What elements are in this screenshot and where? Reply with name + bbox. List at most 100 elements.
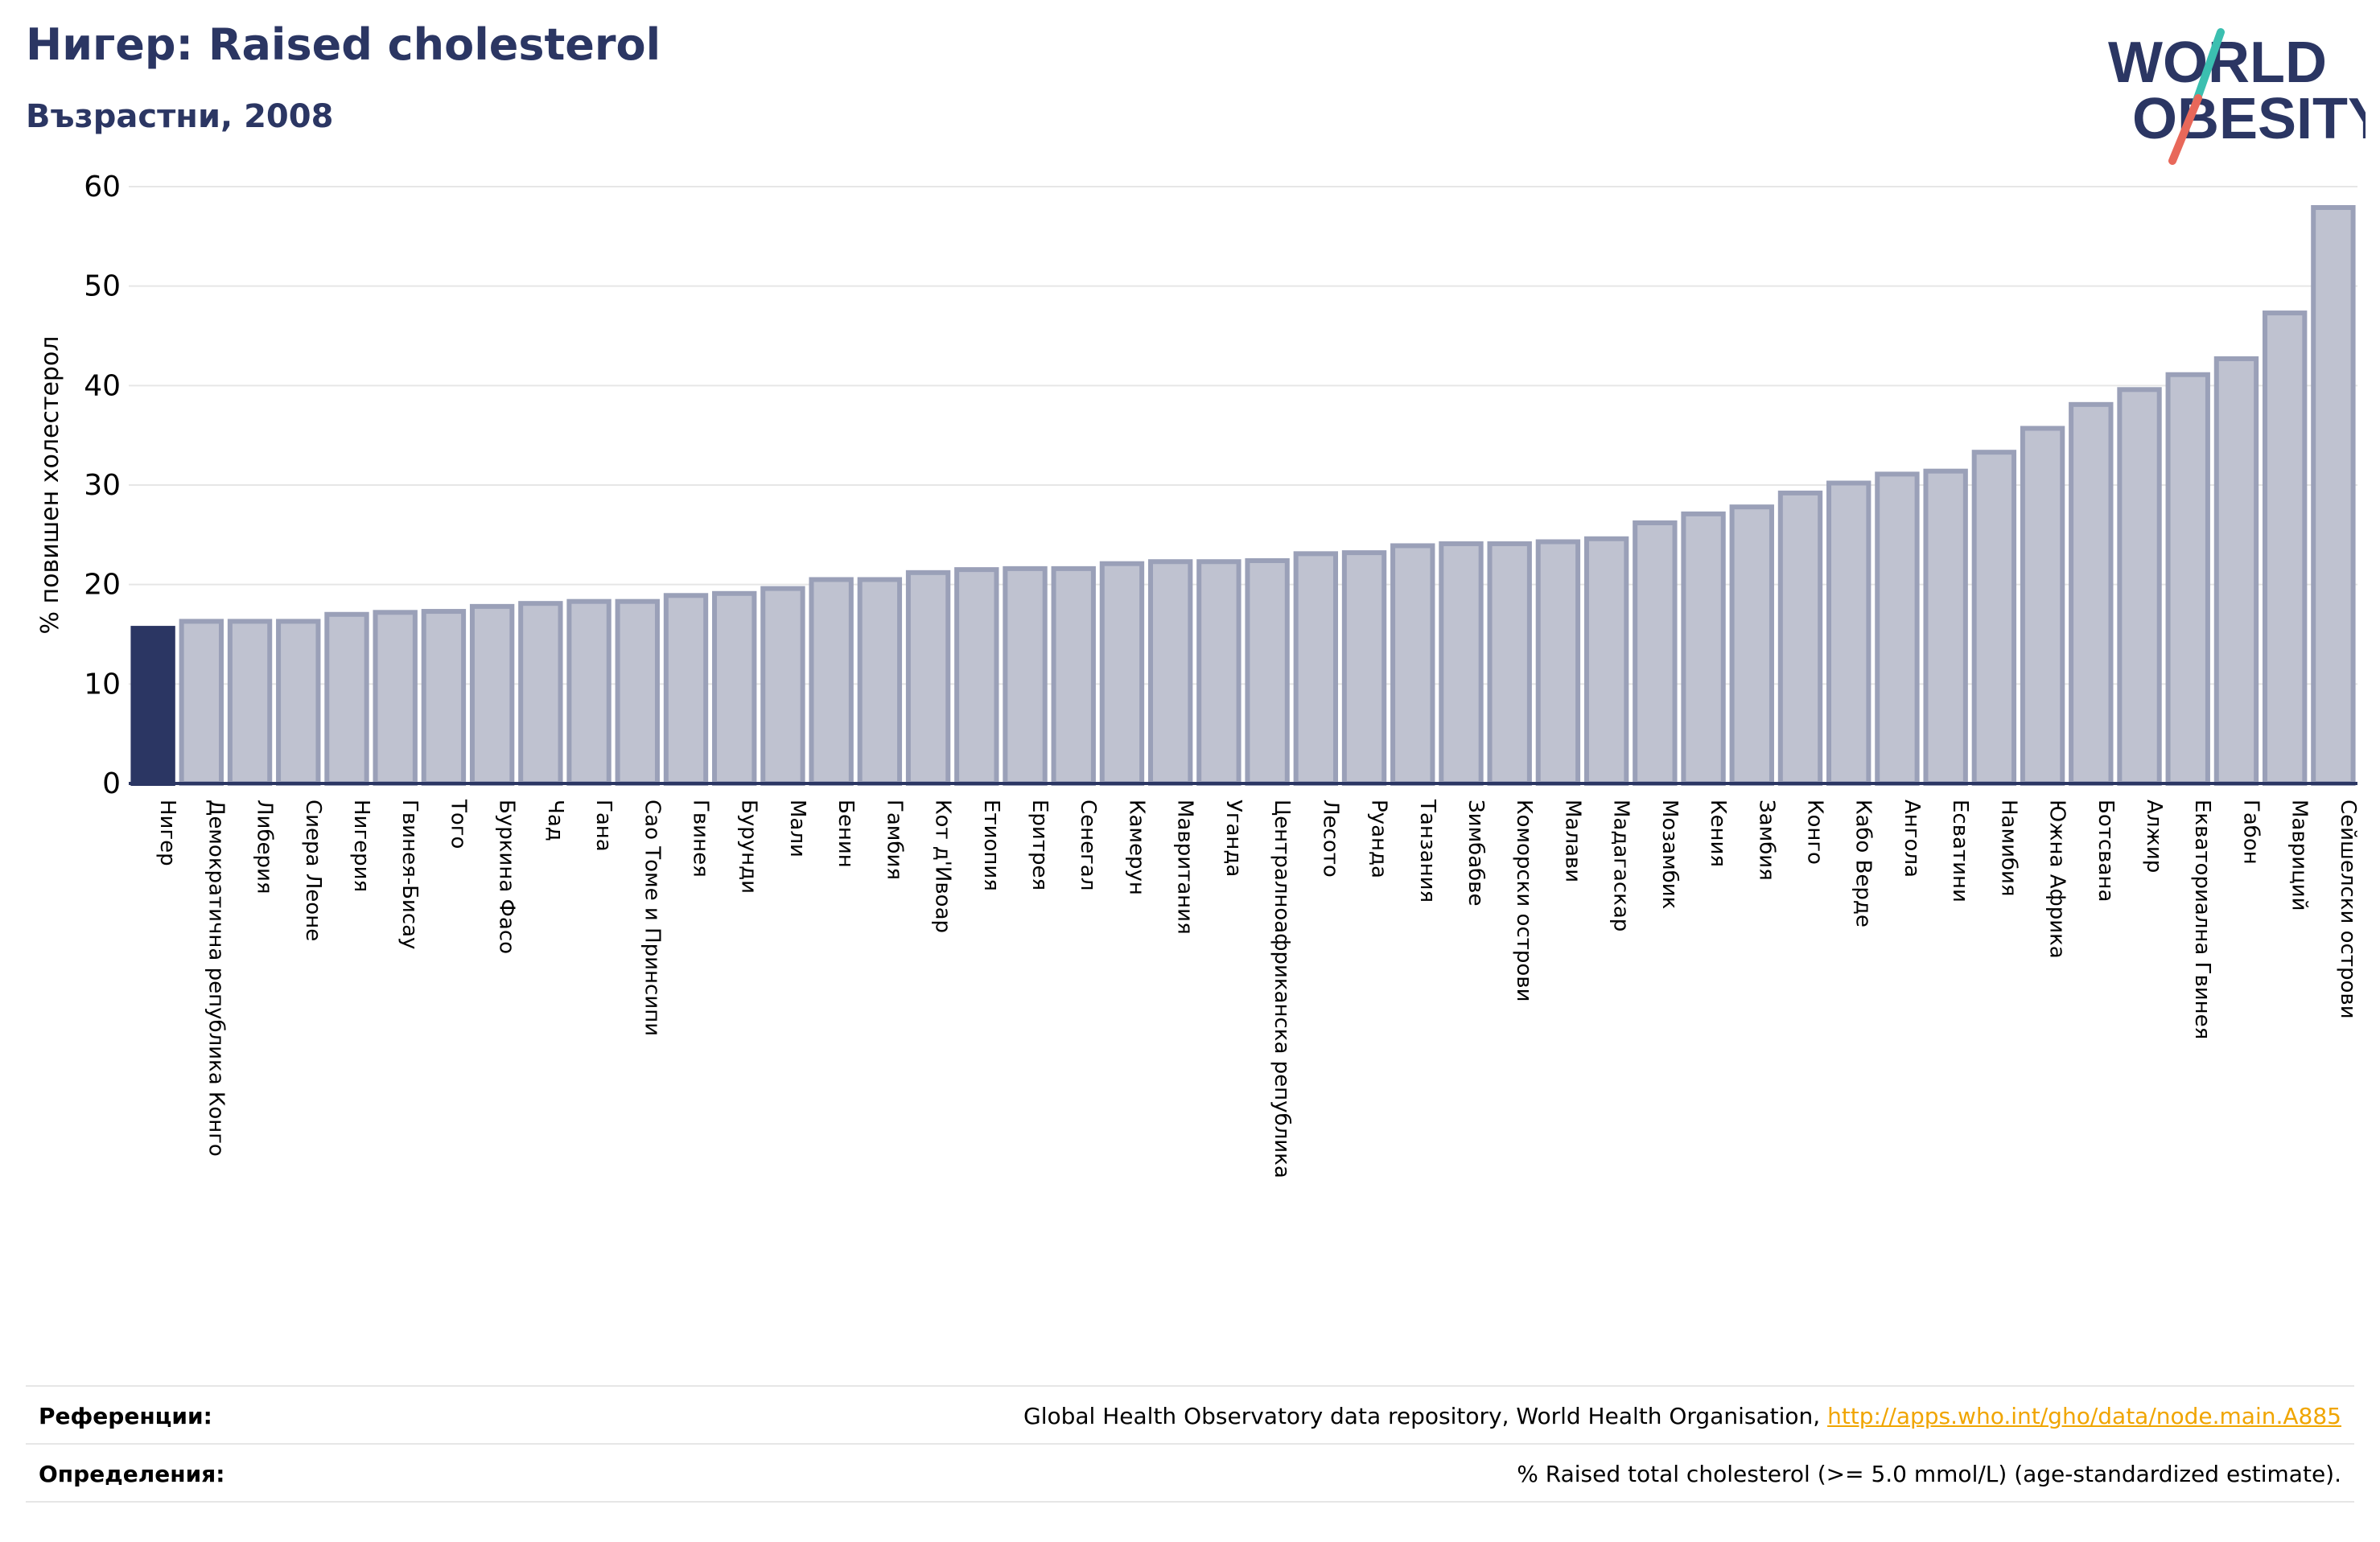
x-tick-label: Мали	[785, 800, 809, 857]
bar	[760, 586, 805, 787]
x-tick-label: Алжир	[2142, 800, 2166, 873]
bar	[1245, 557, 1290, 787]
references-text: Global Health Observatory data repositor…	[1023, 1403, 1828, 1429]
definitions-label: Определения:	[39, 1461, 225, 1487]
x-tick-label: Мавритания	[1173, 800, 1197, 935]
x-tick-label: Габон	[2238, 800, 2263, 865]
bar	[324, 611, 369, 786]
bar	[1196, 559, 1241, 786]
definitions-row: Определения: % Raised total cholesterol …	[26, 1443, 2354, 1501]
y-tick-label: 40	[84, 369, 121, 402]
x-tick-label: Малави	[1560, 800, 1584, 882]
logo-slash-red	[2168, 94, 2202, 165]
x-tick-label: Ботсвана	[2094, 800, 2118, 902]
x-tick-label: Руанда	[1367, 800, 1391, 878]
x-tick-label: Уганда	[1221, 800, 1246, 877]
bar	[227, 619, 273, 786]
x-tick-label: Кабо Верде	[1851, 800, 1876, 927]
bar	[566, 598, 611, 786]
bar	[2311, 204, 2356, 787]
x-tick-label: Либерия	[253, 800, 277, 894]
references-link[interactable]: http://apps.who.int/gho/data/node.main.A…	[1827, 1403, 2341, 1429]
x-tick-label: Коморски острови	[1512, 800, 1536, 1002]
footer-divider	[26, 1501, 2354, 1503]
x-tick-label: Сиера Леоне	[301, 800, 325, 941]
x-tick-label: Зимбабве	[1464, 800, 1488, 907]
bar	[1003, 565, 1048, 786]
y-tick-label: 50	[84, 270, 121, 303]
y-tick-label: 20	[84, 569, 121, 602]
x-tick-label: Кот д'Ивоар	[931, 800, 955, 933]
bar	[1390, 543, 1435, 786]
bar	[2020, 426, 2065, 786]
y-axis-label: % повишен холестерол	[36, 336, 64, 635]
bar	[469, 603, 515, 787]
bar	[2069, 401, 2114, 786]
bar-chart: 0 10 20 30 40 50 60 % повишен холестерол Нигер Де…	[36, 171, 2360, 1178]
x-tick-label: Мадагаскар	[1609, 800, 1633, 931]
bar	[130, 626, 175, 787]
x-tick-label: Бурунди	[737, 800, 761, 894]
x-tick-label: Лесото	[1318, 800, 1342, 878]
x-tick-label: Етиопия	[979, 800, 1003, 891]
bar	[1341, 550, 1387, 786]
bar	[1487, 541, 1532, 786]
x-tick-label: Бенин	[834, 800, 858, 868]
bar	[518, 601, 563, 786]
x-tick-label: Нигерия	[349, 800, 373, 892]
bar	[1923, 468, 1968, 786]
x-tick-label: Гвинея	[689, 800, 713, 878]
logo-word-obesity: OBESITY	[2132, 87, 2366, 151]
bar	[615, 598, 660, 786]
x-tick-label: Замбия	[1754, 800, 1778, 881]
x-tick-label: Мозамбик	[1657, 800, 1682, 909]
bar	[2165, 372, 2210, 786]
bar	[712, 590, 757, 787]
x-tick-label: Есватини	[1948, 800, 1972, 903]
x-tick-label: Сейшелски острови	[2336, 800, 2360, 1019]
x-tick-label: Гвинея-Бисау	[397, 800, 422, 949]
x-tick-label: Кения	[1706, 800, 1730, 867]
bar	[2117, 387, 2162, 786]
bar	[421, 609, 467, 786]
x-tick-label: Танзания	[1415, 799, 1439, 903]
y-tick-label: 30	[84, 469, 121, 502]
x-tick-label: Буркина Фасо	[495, 800, 519, 954]
x-tick-label: Еритрея	[1027, 800, 1052, 890]
x-tick-label: Сенегал	[1076, 800, 1100, 890]
x-tick-label: Демократична република Конго	[204, 800, 228, 1157]
bar	[1826, 480, 1871, 786]
x-tick-label: Сао Томе и Принсипи	[640, 800, 664, 1036]
x-tick-label: Того	[446, 799, 470, 849]
references-row: Референции: Global Health Observatory da…	[26, 1385, 2354, 1443]
y-tick-label: 10	[84, 668, 121, 701]
bar	[1051, 565, 1096, 786]
bar	[1535, 539, 1581, 786]
bar	[1681, 511, 1726, 786]
logo-slash-teal	[2193, 28, 2225, 105]
x-tick-label: Камерун	[1124, 800, 1148, 895]
bar	[954, 567, 999, 786]
references-label: Референции:	[39, 1403, 212, 1429]
x-tick-label: Гамбия	[882, 800, 906, 880]
x-tick-label: Нигер	[155, 800, 179, 866]
bar	[905, 570, 951, 786]
chart-subtitle: Възрастни, 2008	[26, 98, 334, 135]
bar	[1439, 541, 1484, 786]
x-tick-label: Конго	[1803, 800, 1827, 865]
bar	[663, 593, 709, 787]
references-value: Global Health Observatory data repositor…	[1023, 1403, 2341, 1429]
x-tick-label: Мавриций	[2287, 800, 2312, 911]
bar	[2262, 310, 2308, 787]
bar	[1099, 561, 1145, 786]
bar	[1293, 551, 1339, 787]
y-tick-label: 0	[102, 767, 121, 800]
bar	[1971, 450, 2017, 786]
bar	[276, 619, 321, 786]
bar	[2213, 356, 2259, 786]
bar	[1583, 536, 1629, 787]
chart-title: Нигер: Raised cholesterol	[26, 19, 661, 70]
world-obesity-logo: WORLD OBESITY	[2108, 28, 2366, 165]
x-tick-label: Гана	[591, 800, 616, 852]
definitions-value: % Raised total cholesterol (>= 5.0 mmol/…	[1517, 1461, 2341, 1487]
